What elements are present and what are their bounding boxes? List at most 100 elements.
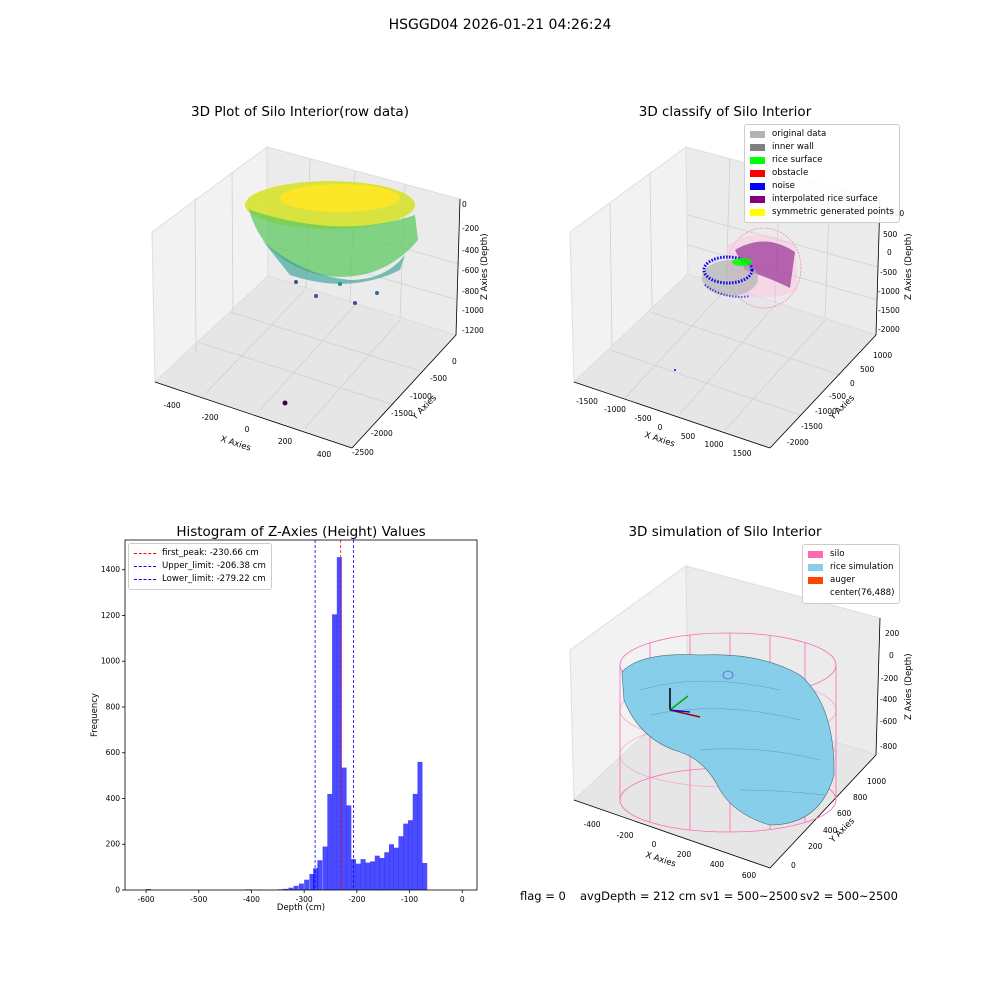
histogram-xtick-label: 0: [460, 895, 465, 904]
sim-xlabel: X Axies: [644, 850, 677, 869]
raw-xtick: -200: [201, 413, 218, 422]
sim-ytick: 400: [823, 826, 838, 835]
histogram-bar: [327, 793, 333, 890]
histogram-bar: [398, 836, 404, 890]
sim-legend: silo rice simulation auger center(76,488…: [802, 544, 901, 604]
histogram-bar: [313, 868, 319, 890]
raw-plot-title: 3D Plot of Silo Interior(row data): [191, 104, 409, 120]
coordinate-axes-glyph: [669, 688, 701, 718]
histogram-bar: [283, 888, 289, 890]
sim-ytick: 1000: [867, 777, 886, 786]
legend-label: Lower_limit: -279.22 cm: [162, 574, 266, 584]
legend-swatch: [750, 157, 765, 164]
classify-xtick: 0: [658, 423, 663, 432]
raw-ztick: -200: [462, 224, 479, 233]
raw-ztick: -600: [462, 266, 479, 275]
raw-ytick: -500: [430, 374, 447, 383]
histogram-bar: [332, 614, 338, 890]
histogram-ytick-label: 400: [106, 794, 121, 803]
sim-plot-title: 3D simulation of Silo Interior: [628, 524, 822, 540]
classify-ytick: -1000: [815, 407, 837, 416]
classify-xtick: -1500: [576, 397, 598, 406]
histogram-xtick-label: -500: [190, 895, 207, 904]
histogram-bar: [317, 860, 323, 890]
classify-ztick: -1500: [878, 306, 900, 315]
sim-xtick: -400: [583, 820, 600, 829]
raw-ytick: -1000: [410, 392, 432, 401]
sim-ytick: 0: [791, 861, 796, 870]
legend-swatch: [750, 183, 765, 190]
sim-ztick: 200: [885, 629, 900, 638]
raw-ztick: -400: [462, 246, 479, 255]
classify-legend: original data inner wall rice surface ob…: [744, 124, 900, 223]
sim-ztick: 0: [889, 651, 894, 660]
raw-ztick: -800: [462, 287, 479, 296]
classify-xtick: 500: [681, 432, 696, 441]
raw-ztick: -1000: [462, 306, 484, 315]
legend-label: center(76,488): [830, 588, 895, 598]
sim-xtick: 400: [710, 860, 725, 869]
classify-plot-title: 3D classify of Silo Interior: [638, 104, 812, 120]
legend-label: noise: [772, 181, 795, 191]
raw-zlabel: Z Axies (Depth): [480, 233, 490, 300]
auger-marker: [722, 670, 734, 680]
histogram-ylabel: Frequency: [90, 693, 100, 737]
legend-line: [134, 553, 156, 554]
classify-ytick: -1500: [801, 422, 823, 431]
histogram-ytick-label: 800: [106, 702, 121, 711]
histogram-bar: [403, 823, 409, 890]
histogram-ytick-label: 600: [106, 748, 121, 757]
legend-swatch: [750, 209, 765, 216]
sim-ytick: 800: [853, 793, 868, 802]
figure-title: HSGGD04 2026-01-21 04:26:24: [388, 17, 612, 33]
sim-xtick: 200: [677, 850, 692, 859]
legend-label: Upper_limit: -206.38 cm: [162, 561, 266, 571]
classify-zlabel: Z Axies (Depth): [904, 233, 914, 300]
classify-xtick: -500: [634, 414, 651, 423]
classify-ytick: 1000: [873, 351, 892, 360]
histogram-bar: [422, 863, 428, 890]
histogram-frame: [124, 539, 478, 891]
histogram-bar: [355, 863, 361, 890]
histogram-ytick-label: 1200: [101, 611, 120, 620]
legend-label: interpolated rice surface: [772, 194, 878, 204]
legend-swatch: [808, 564, 823, 571]
histogram-bar: [293, 885, 299, 890]
classify-ztick: 500: [883, 230, 898, 239]
sim-ztick: -200: [881, 674, 898, 683]
legend-label: auger: [830, 575, 855, 585]
histogram-ytick-label: 1400: [101, 565, 120, 574]
raw-xtick: 0: [245, 425, 250, 434]
histogram-bar: [298, 883, 304, 890]
avg-depth-text: avgDepth = 212 cm: [580, 889, 697, 903]
histogram-bar: [304, 879, 310, 890]
classify-xtick: -1000: [604, 405, 626, 414]
raw-xtick: -400: [163, 401, 180, 410]
raw-ytick: 0: [452, 357, 457, 366]
legend-label: symmetric generated points: [772, 207, 894, 217]
legend-swatch: [750, 196, 765, 203]
classify-xtick: 1000: [704, 440, 723, 449]
legend-label: rice surface: [772, 155, 823, 165]
raw-xtick: 200: [278, 437, 293, 446]
sim-ytick: 600: [837, 809, 852, 818]
legend-label: rice simulation: [830, 562, 894, 572]
classified-point-cloud: [674, 227, 802, 371]
raw-xtick: 400: [317, 450, 332, 459]
raw-ztick: -1200: [462, 326, 484, 335]
legend-swatch: [808, 551, 823, 558]
legend-swatch: [808, 577, 823, 584]
histogram-bar: [146, 889, 152, 890]
raw-point-cloud: [245, 181, 418, 406]
histogram-bar: [365, 862, 371, 890]
classify-ytick: -2000: [787, 438, 809, 447]
sim-xtick: 600: [742, 871, 757, 880]
flag-text: flag = 0: [520, 889, 566, 903]
legend-label: original data: [772, 129, 827, 139]
sim-xtick: -200: [616, 831, 633, 840]
classify-ytick: 500: [860, 365, 875, 374]
rice-simulation-surface: [621, 654, 835, 826]
histogram-bar: [370, 861, 376, 890]
